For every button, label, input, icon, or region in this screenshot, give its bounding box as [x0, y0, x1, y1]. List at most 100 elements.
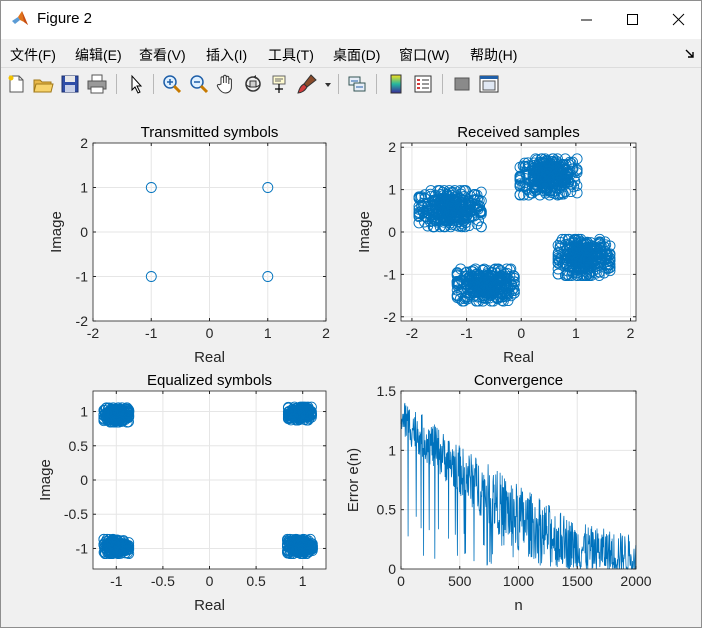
data-point	[549, 177, 561, 189]
x-tick-label: -1	[460, 325, 473, 341]
rotate-3d-icon[interactable]	[242, 73, 264, 95]
brush-dropdown-icon[interactable]	[324, 81, 332, 89]
data-point	[482, 265, 494, 277]
y-tick-label: 0	[388, 561, 396, 577]
data-point	[547, 177, 559, 188]
menu-desktop[interactable]: 桌面(D)	[333, 47, 381, 63]
axes-received-samples: -2 -1 0 1 2 -2 -1 0 1 2 Received samples Real Image	[356, 124, 637, 366]
minimize-button[interactable]	[563, 1, 609, 39]
data-point	[552, 268, 564, 280]
open-file-icon[interactable]	[32, 73, 54, 95]
y-tick-label: 1	[388, 442, 396, 458]
menu-help[interactable]: 帮助(H)	[470, 47, 518, 63]
x-axis-label: n	[514, 597, 522, 614]
data-point	[563, 250, 574, 262]
y-tick-label: 1	[80, 404, 88, 420]
data-point	[418, 205, 430, 217]
dock-arrow-icon[interactable]	[684, 47, 696, 59]
data-point	[485, 282, 497, 294]
insert-colorbar-icon[interactable]	[385, 73, 407, 95]
menu-window[interactable]: 窗口(W)	[399, 47, 450, 63]
data-point	[145, 182, 157, 193]
data-point	[551, 179, 563, 191]
data-point	[563, 270, 575, 281]
y-tick-label: 1	[80, 180, 88, 196]
y-tick-label: -2	[76, 313, 89, 329]
data-point	[552, 257, 564, 269]
data-cursor-icon[interactable]	[269, 73, 291, 95]
data-point	[475, 186, 487, 198]
data-point	[499, 268, 511, 280]
print-icon[interactable]	[86, 73, 108, 95]
data-point	[437, 197, 449, 209]
x-axis-label: Real	[194, 349, 225, 366]
hide-plot-tools-icon[interactable]	[451, 73, 473, 95]
matlab-icon	[12, 11, 28, 25]
pan-icon[interactable]	[215, 73, 237, 95]
menu-insert[interactable]: 插入(I)	[206, 47, 248, 63]
x-tick-label: 500	[448, 573, 472, 589]
link-plot-icon[interactable]	[346, 73, 368, 95]
data-point	[451, 269, 463, 281]
data-point	[549, 158, 561, 170]
menu-file[interactable]: 文件(F)	[10, 47, 56, 63]
x-tick-label: 0	[206, 573, 214, 589]
data-point	[471, 272, 483, 284]
insert-legend-icon[interactable]	[412, 73, 434, 95]
axes-title: Equalized symbols	[147, 372, 272, 389]
x-tick-label: 0.5	[246, 573, 266, 589]
data-point	[457, 295, 468, 307]
data-point	[530, 179, 542, 190]
brush-icon[interactable]	[296, 73, 318, 95]
data-point	[539, 162, 551, 173]
data-layer	[145, 182, 274, 282]
data-point	[582, 254, 594, 266]
x-tick-label: 1500	[562, 573, 593, 589]
close-icon	[672, 13, 685, 26]
data-point	[519, 157, 531, 169]
x-tick-label: -2	[406, 325, 419, 341]
data-point	[446, 202, 458, 214]
data-point	[109, 535, 121, 547]
y-axis-label: Error e(n)	[345, 448, 362, 512]
data-point	[552, 252, 564, 264]
data-point	[98, 415, 110, 427]
data-point	[554, 255, 566, 267]
zoom-out-icon[interactable]	[188, 73, 210, 95]
x-tick-label: 1	[264, 325, 272, 341]
edit-plot-icon[interactable]	[126, 73, 148, 95]
data-point	[604, 255, 616, 267]
figure-plots: -2 -1 0 1 2 -2 -1 0 1 2 Transmitted symbols Real Ima…	[37, 124, 652, 614]
data-point	[593, 270, 605, 281]
data-point	[431, 207, 443, 219]
data-point	[416, 191, 427, 203]
x-tick-label: -0.5	[151, 573, 175, 589]
y-tick-label: -2	[384, 309, 397, 325]
data-point	[463, 276, 475, 288]
menu-tools[interactable]: 工具(T)	[268, 47, 314, 63]
axes-transmitted-symbols: -2 -1 0 1 2 -2 -1 0 1 2 Transmitted symbols Real Ima…	[48, 124, 330, 366]
data-point	[121, 407, 133, 419]
menu-edit[interactable]: 编辑(E)	[75, 47, 122, 63]
y-tick-label: 0	[388, 224, 396, 240]
close-button[interactable]	[655, 1, 701, 39]
data-point	[526, 163, 538, 175]
data-point	[552, 239, 564, 251]
axes-convergence: 0 500 1000 1500 2000 0 0.5 1 1.5 Convergence n Erro…	[345, 372, 652, 614]
zoom-in-icon[interactable]	[161, 73, 183, 95]
data-point	[294, 407, 306, 419]
show-plot-tools-icon[interactable]	[478, 73, 500, 95]
y-axis-label: Image	[37, 459, 54, 501]
data-point	[569, 175, 581, 187]
data-point	[523, 189, 535, 201]
save-icon[interactable]	[59, 73, 81, 95]
data-point	[422, 220, 434, 232]
menu-view[interactable]: 查看(V)	[139, 47, 186, 63]
toolbar-separator	[153, 74, 154, 94]
toolbar-separator	[338, 74, 339, 94]
maximize-button[interactable]	[609, 1, 655, 39]
data-point	[453, 220, 465, 232]
data-point	[459, 203, 471, 215]
new-figure-icon[interactable]	[5, 73, 27, 95]
data-point	[495, 265, 507, 277]
